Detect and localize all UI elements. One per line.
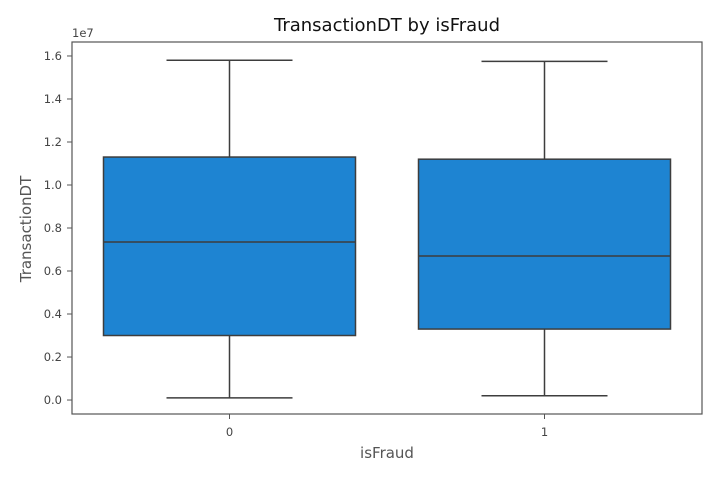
y-tick-label: 0.0: [44, 393, 62, 407]
x-axis-label: isFraud: [360, 444, 414, 462]
y-tick-label: 0.8: [44, 221, 62, 235]
iqr-box: [417, 158, 672, 330]
box-group: [102, 59, 357, 399]
y-tick-label: 1.2: [44, 135, 62, 149]
x-tick-label: 0: [226, 425, 233, 439]
y-tick-label: 1.0: [44, 178, 62, 192]
y-tick-label: 1.4: [44, 92, 62, 106]
y-tick-label: 0.2: [44, 350, 62, 364]
box-group: [417, 60, 672, 397]
y-tick-label: 1.6: [44, 49, 62, 63]
iqr-box: [102, 156, 357, 337]
y-tick-label: 0.4: [44, 307, 62, 321]
chart-title: TransactionDT by isFraud: [273, 15, 500, 36]
x-tick-label: 1: [541, 425, 548, 439]
y-tick-label: 0.6: [44, 264, 62, 278]
y-offset-label: 1e7: [72, 26, 94, 40]
y-axis-label: TransactionDT: [17, 175, 35, 283]
plot-area: 0.0 0.2 0.4 0.6 0.8 1.0 1.2 1.4 1.6 0 1: [44, 41, 703, 439]
